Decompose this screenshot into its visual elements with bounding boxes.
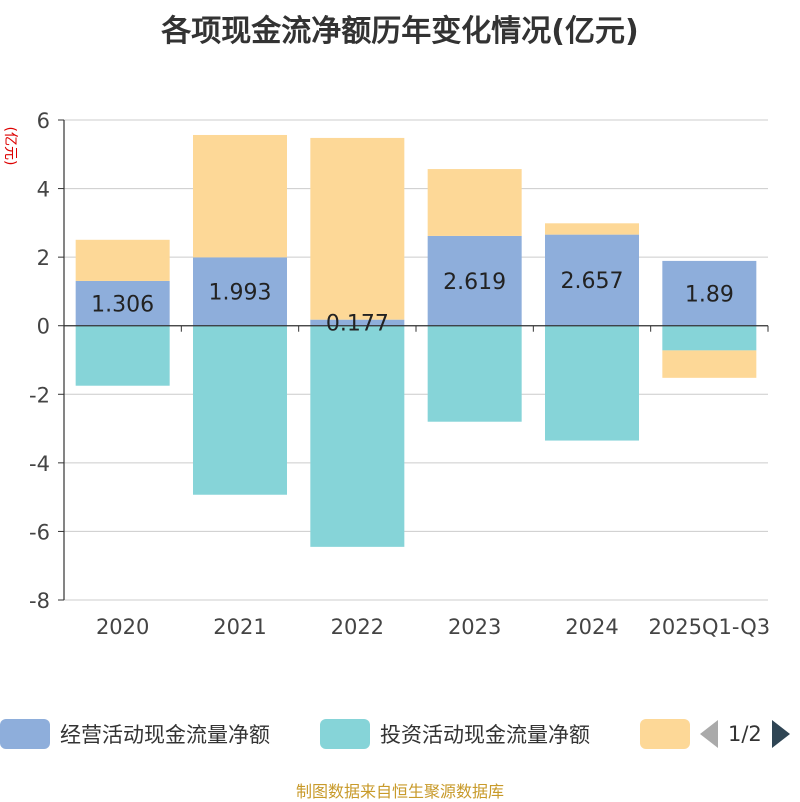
- data-label: 2.657: [561, 269, 624, 294]
- bar-series0: [545, 234, 639, 326]
- bar-series2: [75, 239, 170, 281]
- bar-series2: [310, 137, 405, 320]
- bar-series0: [427, 235, 522, 326]
- y-axis-title: (亿元): [2, 127, 18, 166]
- bar-series1: [310, 325, 405, 547]
- legend-swatch-operating: [0, 719, 50, 749]
- legend: 经营活动现金流量净额 投资活动现金流量净额: [0, 716, 800, 752]
- data-label: 0.177: [326, 312, 389, 337]
- source-note: 制图数据来自恒生聚源数据库: [295, 782, 504, 801]
- legend-item-investing[interactable]: 投资活动现金流量净额: [320, 716, 590, 752]
- y-tick-label: -4: [29, 452, 50, 476]
- bar-series1: [545, 325, 639, 441]
- data-label: 1.993: [209, 281, 272, 306]
- bar-series2: [427, 169, 522, 236]
- y-tick-label: 0: [37, 315, 50, 339]
- legend-item-operating[interactable]: 经营活动现金流量净额: [0, 716, 270, 752]
- x-tick-label: 2021: [213, 615, 266, 639]
- data-labels: 1.306 1.993 0.177 2.619 2.657 1.89: [91, 269, 734, 337]
- x-tick-label: 2023: [448, 615, 501, 639]
- y-tick-label: 2: [37, 246, 50, 270]
- bar-series1: [193, 325, 287, 495]
- y-tick-label: -8: [29, 589, 50, 613]
- x-tick-label: 2024: [565, 615, 618, 639]
- axes: 6 4 2 0 -2 -4 -6 -8 (亿元) 2020 2021 2022 2023 2024 2025…: [2, 109, 770, 639]
- bar-series0: [75, 280, 170, 326]
- bar-series2: [545, 223, 639, 235]
- legend-swatch-financing: [640, 719, 690, 749]
- x-tick-label: 2020: [96, 615, 149, 639]
- bar-series2: [193, 134, 287, 258]
- bar-series1: [427, 325, 522, 422]
- data-label: 1.306: [91, 292, 154, 317]
- x-tick-label: 2022: [331, 615, 384, 639]
- chart-plot: 6 4 2 0 -2 -4 -6 -8 (亿元) 2020 2021 2022 2023 2024 2025…: [2, 109, 770, 639]
- chart-title: 各项现金流净额历年变化情况(亿元): [161, 14, 639, 49]
- chevron-left-icon[interactable]: [700, 720, 718, 748]
- y-tick-label: -6: [29, 520, 50, 544]
- legend-label-investing: 投资活动现金流量净额: [380, 723, 590, 747]
- bar-series0: [310, 319, 405, 326]
- y-tick-label: 6: [37, 109, 50, 133]
- legend-label-operating: 经营活动现金流量净额: [60, 723, 270, 747]
- data-label: 1.89: [685, 282, 734, 307]
- bar-series1: [662, 325, 757, 351]
- bar-series1: [75, 325, 170, 386]
- y-tick-label: 4: [37, 178, 50, 202]
- data-label: 2.619: [443, 270, 506, 295]
- legend-page-indicator: 1/2: [728, 722, 762, 746]
- x-tick-label: 2025Q1-Q3: [649, 615, 771, 639]
- chevron-right-icon[interactable]: [771, 720, 790, 748]
- legend-swatch-investing: [320, 719, 370, 749]
- bar-series2: [662, 350, 757, 378]
- bar-series0: [193, 257, 287, 326]
- legend-pager: 1/2: [700, 716, 790, 752]
- y-tick-label: -2: [29, 383, 50, 407]
- legend-item-financing[interactable]: [640, 716, 690, 752]
- bars: [75, 134, 757, 547]
- bar-series0: [662, 260, 757, 326]
